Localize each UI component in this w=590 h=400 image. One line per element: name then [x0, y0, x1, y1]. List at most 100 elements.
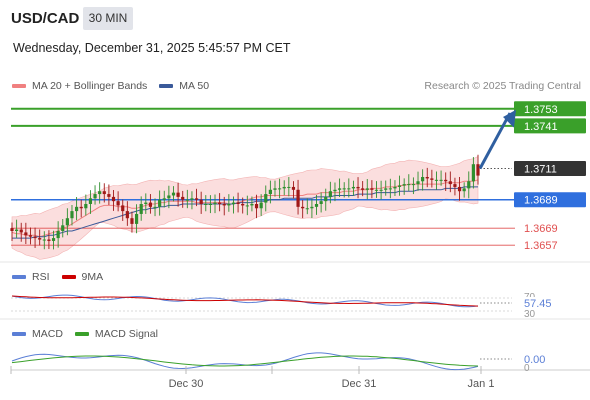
candle-body [361, 188, 365, 190]
x-tick-label-2: Jan 1 [468, 378, 495, 390]
candle-body [134, 213, 139, 224]
x-tick-label-0: Dec 30 [169, 378, 204, 390]
legend-ma20-swatch [12, 84, 26, 88]
candle-body [24, 232, 28, 236]
legend-rsi-label: RSI [32, 271, 50, 283]
candle-body [181, 196, 185, 200]
timeframe-button[interactable]: 30 MIN [83, 7, 133, 30]
macd-legend: MACD MACD Signal [12, 328, 170, 340]
candle-body [287, 186, 291, 188]
candle-body [33, 236, 37, 239]
bollinger-band [11, 156, 479, 260]
candle-body [374, 189, 379, 191]
candle-body [351, 186, 356, 189]
candle-body [379, 189, 383, 191]
candle-body [365, 188, 369, 190]
candle-body [190, 198, 194, 200]
legend-macd-label: MACD [32, 328, 63, 340]
candle-body [259, 202, 263, 209]
candle-body [93, 194, 97, 199]
level-label-1: 1.3741 [524, 121, 558, 133]
candle-body [79, 206, 83, 209]
candle-body [42, 239, 46, 241]
candle-body [245, 205, 249, 207]
candle-body [19, 229, 23, 233]
candle-body [467, 181, 471, 189]
candle-body [296, 189, 300, 207]
candle-body [222, 204, 226, 206]
candle-body [268, 189, 272, 195]
level-badge-1 [514, 118, 586, 134]
candle-body [384, 188, 388, 190]
rsi-line [11, 294, 479, 308]
candle-body [116, 201, 120, 206]
candle-body [153, 206, 157, 208]
candle-body [457, 186, 462, 192]
candle-body [476, 164, 480, 176]
candle-body [231, 202, 236, 204]
candle-body [462, 188, 466, 192]
candle-body [28, 235, 33, 237]
macd-tick-0: 0 [524, 363, 530, 374]
x-tick-label-1: Dec 31 [342, 378, 377, 390]
ma20-line [11, 179, 479, 238]
chart-header: USD/CAD 30 MIN Wednesday, December 31, 2… [0, 0, 590, 78]
candle-body [194, 198, 199, 200]
candle-body [111, 196, 116, 202]
candle-body [107, 194, 111, 197]
forecast-arrow-shaft [478, 112, 512, 170]
candle-body [199, 199, 203, 204]
candle-body [388, 188, 392, 190]
credit-text: Research © 2025 Trading Central [424, 80, 581, 92]
symbol-title: USD/CAD [11, 10, 80, 27]
rsi-value-label: 57.45 [524, 298, 552, 310]
legend-ma50: MA 50 [159, 80, 209, 92]
legend-macd-signal-label: MACD Signal [94, 328, 158, 340]
rsi-tick-30: 30 [524, 309, 536, 320]
candle-body [102, 191, 106, 195]
candle-body [139, 204, 143, 214]
candle-body [218, 202, 222, 204]
level-badge-3 [514, 192, 586, 208]
rsi-legend: RSI 9MA [12, 271, 115, 283]
candle-body [125, 211, 129, 219]
candle-body [471, 164, 475, 182]
candle-body [74, 206, 79, 212]
legend-ma50-label: MA 50 [179, 80, 210, 92]
candle-body [439, 179, 443, 181]
legend-9ma-swatch [61, 275, 76, 279]
candle-body [47, 239, 51, 241]
candle-body [51, 238, 56, 241]
candle-body [282, 186, 286, 189]
legend-ma50-swatch [159, 84, 174, 88]
candle-body [448, 181, 452, 185]
candle-body [328, 191, 332, 197]
candle-body [148, 202, 153, 207]
candle-body [337, 188, 342, 190]
level-label-4: 1.3669 [524, 223, 558, 235]
candle-body [314, 204, 319, 207]
candle-body [176, 192, 180, 197]
candle-body [208, 204, 212, 205]
candle-body [144, 202, 148, 204]
legend-macd-signal: MACD Signal [74, 328, 158, 340]
macd-line [11, 352, 479, 371]
candle-body [185, 199, 189, 201]
candle-body [278, 188, 282, 190]
candles [10, 154, 480, 250]
candle-body [402, 184, 406, 186]
candle-body [416, 181, 420, 185]
candle-body [347, 188, 351, 190]
candle-body [88, 198, 93, 204]
candle-body [204, 204, 208, 205]
legend-rsi: RSI [12, 271, 50, 283]
macd-signal-line [11, 355, 479, 367]
candle-body [393, 186, 397, 189]
candle-body [250, 204, 254, 206]
ma50-line [12, 186, 478, 239]
candle-body [333, 189, 337, 192]
candle-body [421, 177, 425, 182]
candle-body [319, 201, 323, 204]
legend-macd: MACD [12, 328, 63, 340]
